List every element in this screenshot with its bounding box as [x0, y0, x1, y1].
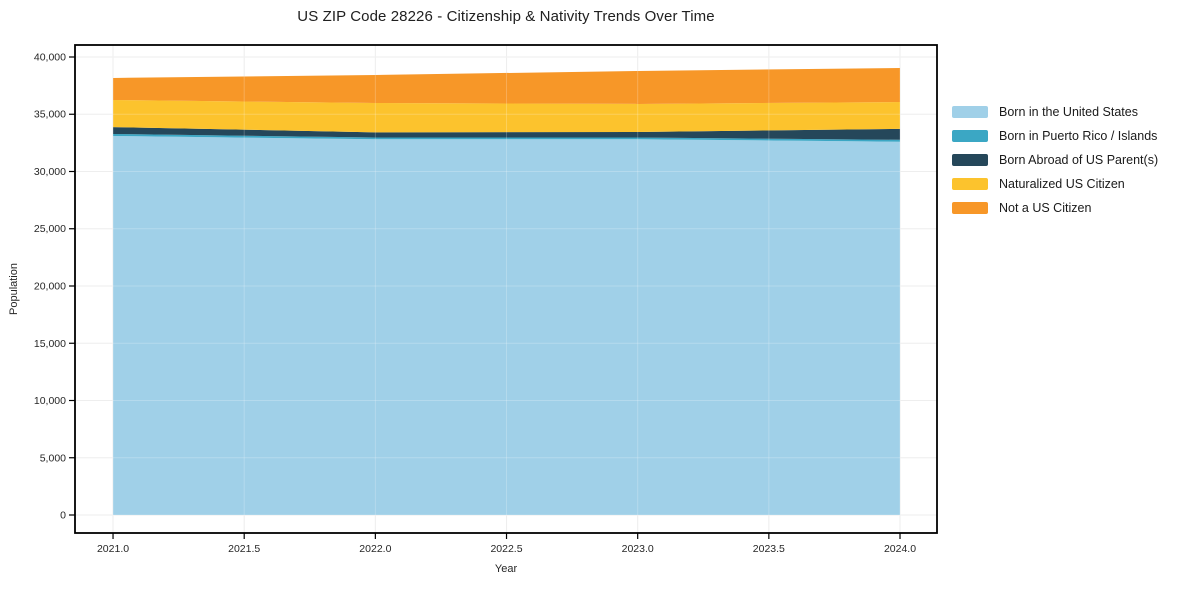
- x-tick-label: 2023.5: [753, 543, 785, 555]
- area-series-3: [113, 99, 901, 133]
- area-series-2: [113, 127, 901, 140]
- area-series-1: [113, 133, 901, 142]
- y-tick-label: 20,000: [34, 281, 66, 293]
- y-tick-label: 5,000: [40, 452, 66, 464]
- area-series-0: [113, 136, 901, 515]
- legend-swatch: [952, 130, 988, 142]
- y-axis-label: Population: [8, 263, 20, 315]
- y-tick-label: 10,000: [34, 395, 66, 407]
- legend-swatch: [952, 202, 988, 214]
- x-tick-label: 2021.5: [228, 543, 260, 555]
- y-tick-label: 30,000: [34, 166, 66, 178]
- legend-item: Born in the United States: [952, 100, 1158, 124]
- legend-swatch: [952, 154, 988, 166]
- legend-label: Born in Puerto Rico / Islands: [999, 129, 1158, 143]
- chart-title: US ZIP Code 28226 - Citizenship & Nativi…: [297, 8, 715, 25]
- x-axis-label: Year: [494, 563, 518, 575]
- legend-label: Born Abroad of US Parent(s): [999, 153, 1159, 167]
- legend-label: Naturalized US Citizen: [999, 177, 1125, 191]
- y-tick-label: 15,000: [34, 338, 66, 350]
- x-tick-label: 2021.0: [97, 543, 129, 555]
- legend-swatch: [952, 106, 988, 118]
- y-tick-label: 35,000: [34, 109, 66, 121]
- legend-item: Naturalized US Citizen: [952, 172, 1158, 196]
- x-tick-label: 2022.5: [490, 543, 522, 555]
- legend-label: Born in the United States: [999, 105, 1138, 119]
- y-tick-label: 40,000: [34, 51, 66, 63]
- area-series-4: [113, 67, 901, 104]
- y-tick-label: 25,000: [34, 223, 66, 235]
- x-tick-label: 2023.0: [622, 543, 654, 555]
- legend-item: Not a US Citizen: [952, 196, 1158, 220]
- legend-item: Born in Puerto Rico / Islands: [952, 124, 1158, 148]
- y-tick-label: 0: [60, 510, 66, 522]
- x-tick-label: 2022.0: [359, 543, 391, 555]
- x-tick-label: 2024.0: [884, 543, 916, 555]
- legend: Born in the United States Born in Puerto …: [952, 100, 1158, 220]
- legend-swatch: [952, 178, 988, 190]
- legend-item: Born Abroad of US Parent(s): [952, 148, 1158, 172]
- legend-label: Not a US Citizen: [999, 201, 1092, 215]
